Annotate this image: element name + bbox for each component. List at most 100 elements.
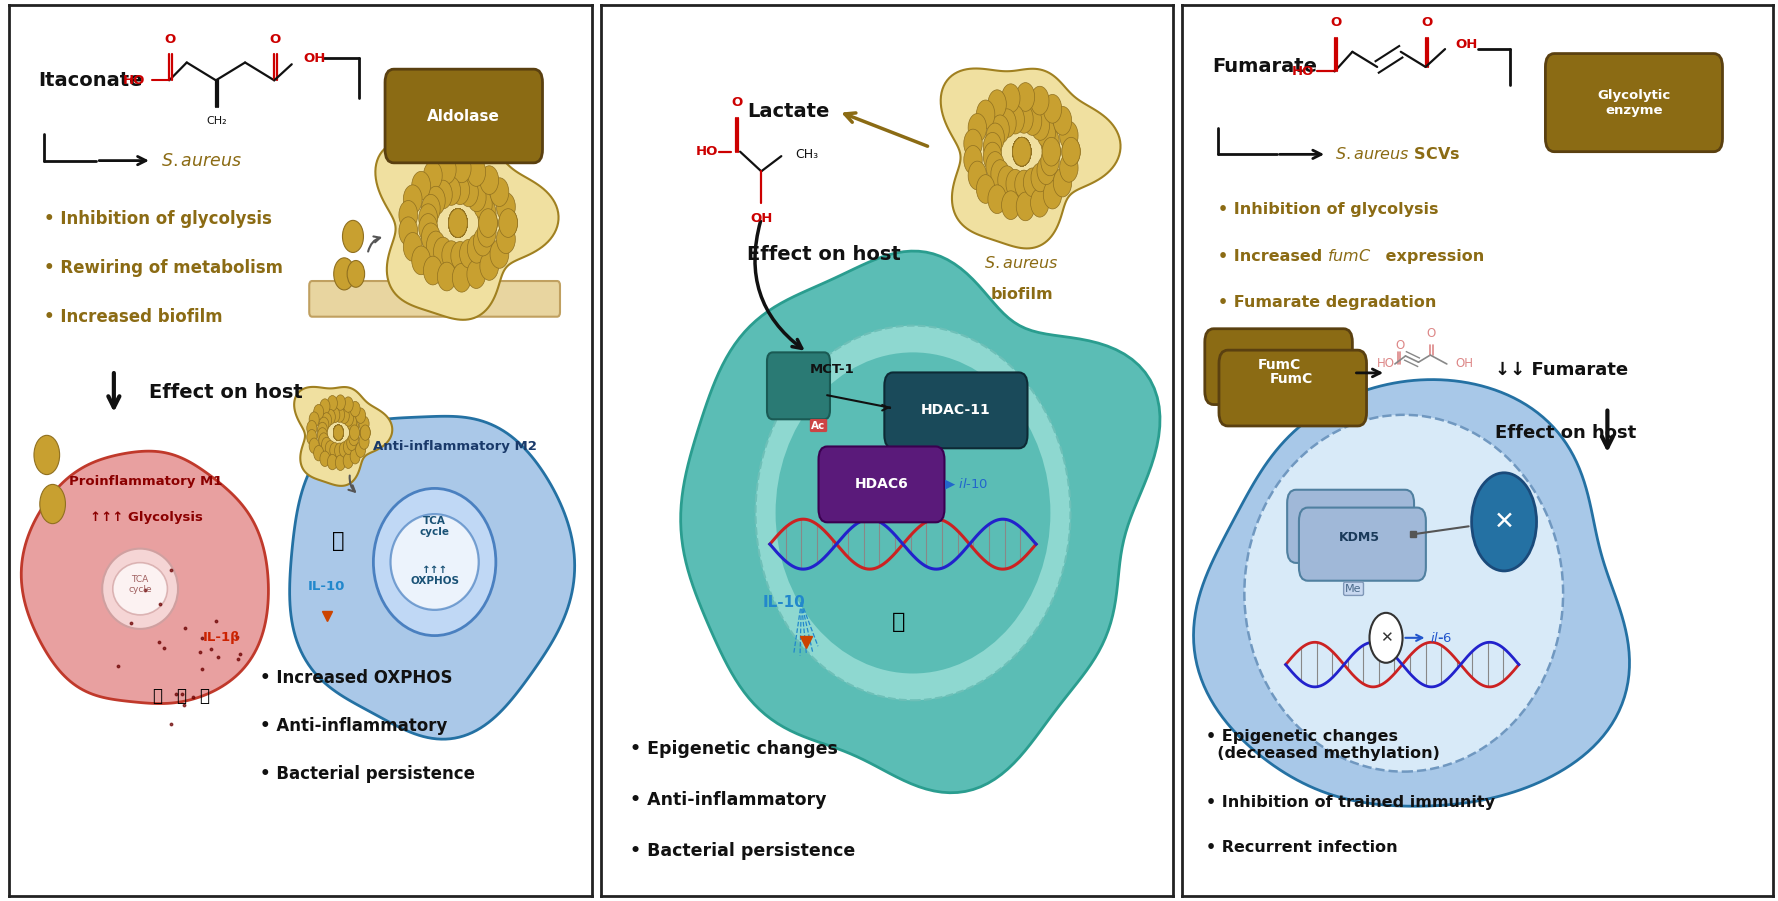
Circle shape (1472, 473, 1536, 571)
Circle shape (332, 425, 343, 441)
Circle shape (1060, 121, 1077, 150)
Circle shape (343, 411, 354, 426)
Circle shape (343, 453, 354, 469)
Circle shape (448, 209, 468, 237)
Circle shape (336, 395, 345, 410)
Circle shape (443, 177, 461, 205)
Text: • Rewiring of metabolism: • Rewiring of metabolism (44, 259, 283, 277)
Text: Anti-inflammatory M2: Anti-inflammatory M2 (373, 440, 537, 452)
Circle shape (448, 209, 468, 237)
Circle shape (448, 209, 468, 237)
Polygon shape (375, 140, 558, 320)
Text: IL-10: IL-10 (763, 595, 805, 610)
Circle shape (1031, 86, 1049, 115)
Ellipse shape (101, 549, 178, 629)
Circle shape (1012, 137, 1031, 166)
Text: Me: Me (1346, 584, 1362, 594)
Circle shape (336, 455, 345, 470)
Text: 🫙: 🫙 (332, 532, 345, 551)
Text: O: O (270, 33, 281, 47)
Text: • Anti-inflammatory: • Anti-inflammatory (260, 717, 446, 735)
Circle shape (313, 445, 324, 461)
Circle shape (412, 246, 430, 275)
Text: • Bacterial persistence: • Bacterial persistence (629, 842, 855, 860)
Circle shape (1012, 137, 1031, 166)
Text: • Anti-inflammatory: • Anti-inflammatory (629, 791, 827, 809)
Circle shape (1012, 137, 1031, 166)
Circle shape (1024, 168, 1042, 196)
Circle shape (1006, 169, 1024, 198)
Circle shape (448, 209, 468, 237)
Text: Itaconate: Itaconate (37, 71, 142, 90)
Circle shape (1040, 128, 1060, 157)
Ellipse shape (775, 352, 1051, 674)
Text: • Increased: • Increased (1218, 249, 1328, 264)
Circle shape (448, 209, 468, 237)
Circle shape (976, 100, 996, 129)
Circle shape (308, 421, 316, 436)
Circle shape (452, 176, 469, 205)
Circle shape (404, 232, 421, 261)
Circle shape (361, 425, 370, 441)
Circle shape (448, 209, 468, 237)
Text: $\it{S. aureus}$: $\it{S. aureus}$ (160, 151, 242, 169)
Circle shape (343, 396, 354, 413)
Circle shape (332, 425, 343, 441)
Text: $\it{S. aureus}$: $\it{S. aureus}$ (985, 255, 1060, 271)
Circle shape (468, 158, 485, 187)
Circle shape (1053, 106, 1072, 135)
Circle shape (332, 425, 343, 441)
Text: FumC: FumC (1259, 358, 1301, 372)
Circle shape (477, 199, 496, 228)
Circle shape (448, 209, 468, 237)
Circle shape (1012, 137, 1031, 166)
Circle shape (39, 485, 66, 523)
Text: ✕: ✕ (1494, 510, 1515, 534)
Circle shape (1037, 119, 1056, 148)
Circle shape (969, 161, 987, 190)
Circle shape (423, 161, 443, 190)
Text: OH: OH (1454, 357, 1474, 369)
Circle shape (989, 90, 1006, 119)
Circle shape (1037, 156, 1056, 185)
FancyBboxPatch shape (1205, 329, 1353, 405)
Text: HO: HO (695, 145, 718, 159)
Text: Aldolase: Aldolase (427, 108, 500, 123)
Text: 🔥: 🔥 (199, 687, 210, 705)
Text: $\it{S. aureus}$ SCVs: $\it{S. aureus}$ SCVs (1335, 146, 1460, 162)
Circle shape (448, 209, 468, 237)
Text: O: O (1330, 16, 1341, 30)
Text: O: O (1421, 16, 1433, 30)
Circle shape (359, 434, 370, 450)
Circle shape (404, 185, 421, 214)
Circle shape (448, 209, 468, 237)
Polygon shape (1193, 379, 1629, 806)
Circle shape (448, 209, 468, 237)
Text: FumC: FumC (1269, 372, 1314, 387)
Circle shape (1001, 191, 1021, 220)
Text: OH: OH (1454, 38, 1478, 51)
Text: 🔥: 🔥 (153, 687, 162, 705)
Circle shape (500, 209, 517, 237)
Text: ↑↑↑
OXPHOS: ↑↑↑ OXPHOS (411, 565, 459, 587)
Text: 🫙: 🫙 (893, 612, 905, 632)
Circle shape (320, 451, 331, 467)
Text: • Inhibition of glycolysis: • Inhibition of glycolysis (44, 210, 272, 228)
Circle shape (1042, 137, 1060, 166)
Text: O: O (1428, 327, 1437, 340)
Text: $\it{il}$-$\it{6}$: $\it{il}$-$\it{6}$ (1430, 631, 1453, 645)
Circle shape (350, 449, 361, 464)
Circle shape (443, 241, 461, 269)
Circle shape (420, 214, 437, 242)
Circle shape (459, 178, 478, 206)
Circle shape (448, 209, 468, 237)
Text: Lactate: Lactate (747, 102, 829, 121)
Polygon shape (21, 451, 268, 704)
Circle shape (500, 209, 517, 237)
Circle shape (334, 258, 356, 290)
Circle shape (468, 234, 485, 263)
Circle shape (1024, 106, 1042, 135)
Circle shape (421, 195, 441, 223)
Circle shape (332, 425, 343, 441)
Circle shape (459, 240, 478, 268)
